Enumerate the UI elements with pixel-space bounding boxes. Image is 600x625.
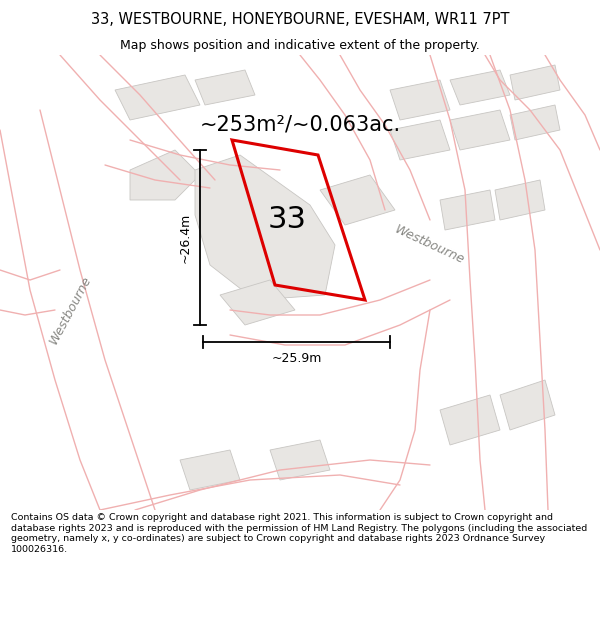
Text: 33: 33 xyxy=(268,206,307,234)
Text: ~26.4m: ~26.4m xyxy=(179,213,192,262)
Polygon shape xyxy=(450,70,510,105)
Polygon shape xyxy=(440,395,500,445)
Polygon shape xyxy=(195,70,255,105)
Polygon shape xyxy=(495,180,545,220)
Text: Contains OS data © Crown copyright and database right 2021. This information is : Contains OS data © Crown copyright and d… xyxy=(11,514,587,554)
Polygon shape xyxy=(390,80,450,120)
Text: ~25.9m: ~25.9m xyxy=(271,352,322,365)
Polygon shape xyxy=(450,110,510,150)
Polygon shape xyxy=(130,150,200,200)
Polygon shape xyxy=(510,105,560,140)
Polygon shape xyxy=(220,280,295,325)
Polygon shape xyxy=(510,65,560,100)
Text: 33, WESTBOURNE, HONEYBOURNE, EVESHAM, WR11 7PT: 33, WESTBOURNE, HONEYBOURNE, EVESHAM, WR… xyxy=(91,12,509,27)
Text: Westbourne: Westbourne xyxy=(47,274,94,346)
Text: Map shows position and indicative extent of the property.: Map shows position and indicative extent… xyxy=(120,39,480,51)
Polygon shape xyxy=(115,75,200,120)
Polygon shape xyxy=(390,120,450,160)
Text: Westbourne: Westbourne xyxy=(393,223,467,267)
Polygon shape xyxy=(440,190,495,230)
Polygon shape xyxy=(270,440,330,480)
Polygon shape xyxy=(180,450,240,490)
Polygon shape xyxy=(195,155,335,300)
Polygon shape xyxy=(320,175,395,225)
Text: ~253m²/~0.063ac.: ~253m²/~0.063ac. xyxy=(199,115,401,135)
Polygon shape xyxy=(500,380,555,430)
